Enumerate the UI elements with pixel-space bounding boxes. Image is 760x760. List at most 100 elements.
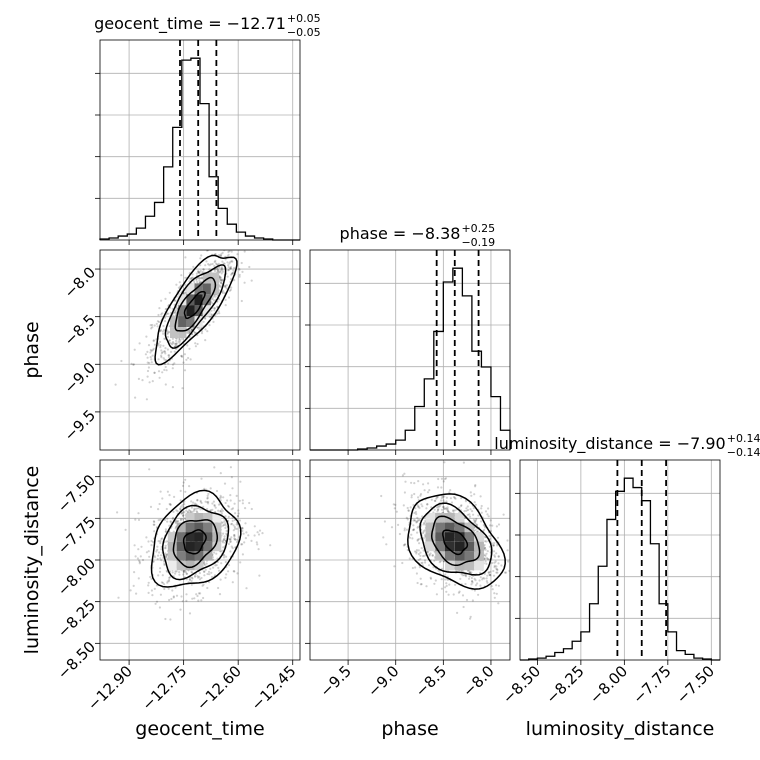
scatter-point <box>460 504 463 507</box>
scatter-point <box>196 498 199 502</box>
scatter-point <box>160 352 163 355</box>
contour-line <box>150 489 242 588</box>
scatter-point <box>230 273 233 276</box>
scatter-point <box>412 528 415 531</box>
scatter-point <box>495 565 498 568</box>
scatter-point <box>436 506 439 509</box>
scatter-point <box>496 568 499 572</box>
scatter-point <box>440 496 443 500</box>
scatter-point <box>488 545 491 548</box>
scatter-point <box>213 260 216 264</box>
scatter-point <box>140 545 143 548</box>
scatter-point <box>198 281 201 284</box>
scatter-point <box>212 244 214 246</box>
scatter-point <box>431 554 434 557</box>
scatter-point <box>160 356 163 359</box>
scatter-point <box>250 507 253 511</box>
scatter-point <box>166 581 169 584</box>
scatter-point <box>161 497 164 500</box>
density-cell <box>176 551 186 561</box>
scatter-point <box>478 579 481 582</box>
scatter-point <box>150 589 153 592</box>
scatter-point <box>193 280 196 283</box>
scatter-point <box>134 555 137 558</box>
scatter-point <box>206 496 209 499</box>
scatter-point <box>162 560 166 563</box>
scatter-point <box>516 564 518 566</box>
density-cell <box>194 283 203 295</box>
scatter-point <box>474 485 477 488</box>
density-cell <box>464 532 475 542</box>
scatter-point <box>150 539 153 543</box>
scatter-point <box>433 499 436 502</box>
scatter-point <box>415 520 418 524</box>
scatter-point <box>150 361 153 364</box>
scatter-point <box>159 593 162 596</box>
scatter-point <box>180 505 183 508</box>
scatter-point <box>385 543 388 546</box>
scatter-point <box>181 511 184 515</box>
scatter-point <box>193 331 197 335</box>
scatter-point <box>213 504 216 508</box>
scatter-point <box>156 557 159 561</box>
scatter-point <box>171 517 174 521</box>
scatter-point <box>261 532 264 535</box>
scatter-point <box>435 496 439 499</box>
scatter-point <box>440 508 444 511</box>
scatter-point <box>169 342 172 345</box>
scatter-point <box>211 502 214 505</box>
scatter-point <box>441 505 445 509</box>
scatter-point <box>233 570 236 573</box>
scatter-point <box>233 534 236 537</box>
scatter-point <box>227 264 230 267</box>
scatter-point <box>173 342 176 345</box>
scatter-point <box>220 496 223 499</box>
scatter-point <box>161 351 164 354</box>
scatter-point <box>204 339 207 342</box>
scatter-point <box>415 550 418 554</box>
y-axis-label-luminosity_distance: luminosity_distance <box>21 466 43 655</box>
scatter-point <box>193 574 197 577</box>
scatter-point <box>416 531 419 534</box>
scatter-point <box>223 262 226 265</box>
scatter-point <box>464 574 467 577</box>
x-tick-label: −8.25 <box>542 662 587 707</box>
scatter-point <box>203 563 206 567</box>
scatter-point <box>148 555 151 558</box>
scatter-point <box>135 592 138 595</box>
scatter-point <box>157 574 160 577</box>
scatter-point <box>489 570 492 573</box>
scatter-point <box>452 510 455 513</box>
scatter-point <box>403 491 406 494</box>
scatter-point <box>149 356 152 359</box>
scatter-point <box>503 571 507 574</box>
scatter-point <box>212 320 215 323</box>
density-cell <box>185 560 195 571</box>
scatter-point <box>191 273 194 276</box>
scatter-point <box>470 494 473 497</box>
scatter-point <box>239 480 242 483</box>
scatter-point <box>182 570 185 573</box>
scatter-point <box>139 555 142 558</box>
scatter-point <box>215 489 219 493</box>
histogram-step <box>310 267 511 451</box>
x-axis-label-phase: phase <box>381 718 438 740</box>
scatter-point <box>469 508 472 511</box>
scatter-point <box>193 597 196 600</box>
scatter-point <box>257 548 260 551</box>
scatter-point <box>192 501 195 504</box>
scatter-point <box>412 524 415 527</box>
2d-phase-vs-geocent_time-frame <box>99 249 301 451</box>
scatter-point <box>177 286 180 289</box>
scatter-point <box>153 554 156 558</box>
scatter-point <box>393 507 396 510</box>
scatter-point <box>417 496 420 499</box>
scatter-point <box>222 262 225 265</box>
scatter-point <box>208 324 211 327</box>
scatter-point <box>185 572 189 575</box>
scatter-point <box>446 578 449 581</box>
scatter-point <box>235 523 238 526</box>
scatter-point <box>382 536 385 539</box>
scatter-point <box>230 508 233 511</box>
scatter-point <box>147 591 150 595</box>
